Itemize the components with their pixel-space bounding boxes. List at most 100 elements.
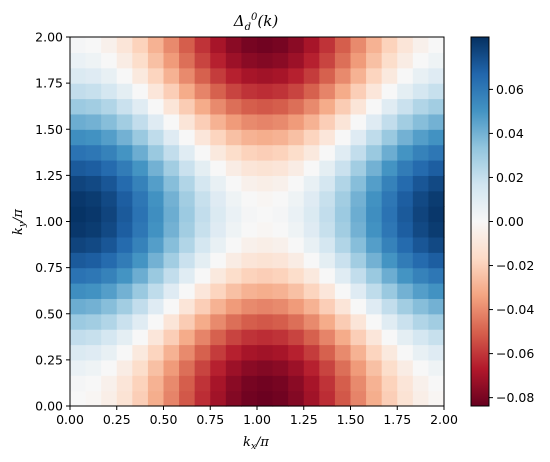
heatmap-cell — [194, 129, 211, 146]
heatmap-cell — [225, 344, 243, 361]
heatmap-cell — [194, 329, 211, 346]
heatmap-cell — [163, 113, 180, 130]
heatmap-cell — [272, 160, 289, 176]
heatmap-cell — [132, 129, 149, 146]
heatmap-cell — [397, 313, 414, 330]
heatmap-cell — [70, 236, 87, 253]
heatmap-cell — [397, 67, 414, 84]
heatmap-cell — [147, 359, 165, 376]
heatmap-cell — [257, 298, 274, 315]
heatmap-cell — [397, 190, 414, 207]
heatmap-cell — [366, 144, 383, 161]
heatmap-cell — [257, 359, 274, 376]
heatmap-cell — [163, 175, 180, 192]
heatmap-cell — [303, 52, 320, 69]
heatmap-cell — [303, 236, 320, 253]
heatmap-cell — [288, 359, 305, 376]
heatmap-cell — [116, 129, 133, 146]
heatmap-cell — [163, 375, 180, 392]
heatmap-cell — [85, 206, 102, 223]
heatmap-cell — [412, 221, 430, 238]
heatmap-cell — [101, 390, 118, 407]
x-tick-label: 2.00 — [430, 412, 458, 427]
heatmap-cell — [272, 313, 289, 330]
heatmap-cell — [428, 359, 445, 376]
heatmap-cell — [334, 98, 352, 115]
heatmap-cell — [210, 190, 227, 207]
heatmap-cell — [85, 329, 102, 346]
heatmap-cell — [163, 67, 180, 84]
heatmap-cell — [303, 37, 320, 53]
heatmap-cell — [163, 283, 180, 299]
heatmap-cell — [334, 359, 352, 376]
heatmap-cell — [116, 67, 133, 84]
heatmap-cell — [85, 221, 102, 238]
heatmap-cell — [241, 313, 258, 330]
heatmap-cell — [241, 359, 258, 376]
heatmap-cell — [257, 236, 274, 253]
heatmap-cell — [85, 67, 102, 84]
heatmap-cell — [381, 267, 398, 284]
heatmap-cell — [101, 98, 118, 115]
heatmap-cell — [101, 175, 118, 192]
heatmap-cell — [163, 344, 180, 361]
heatmap-cell — [225, 283, 243, 299]
heatmap-cell — [319, 160, 336, 176]
heatmap-cell — [257, 83, 274, 100]
heatmap-cell — [334, 252, 352, 269]
heatmap-cell — [132, 67, 149, 84]
heatmap-cell — [303, 252, 320, 269]
heatmap-cell — [366, 160, 383, 176]
heatmap-cell — [257, 344, 274, 361]
heatmap-cell — [147, 83, 165, 100]
heatmap-cell — [241, 206, 258, 223]
heatmap-cell — [381, 221, 398, 238]
heatmap-cell — [272, 267, 289, 284]
heatmap-cell — [350, 113, 367, 130]
heatmap-cell — [381, 129, 398, 146]
heatmap-cell — [381, 83, 398, 100]
heatmap-cell — [272, 329, 289, 346]
heatmap-cell — [194, 175, 211, 192]
heatmap-cell — [303, 390, 320, 407]
heatmap-cell — [85, 83, 102, 100]
heatmap-cell — [116, 236, 133, 253]
heatmap-cell — [194, 52, 211, 69]
heatmap-cell — [288, 83, 305, 100]
heatmap-cell — [101, 221, 118, 238]
heatmap-cell — [350, 175, 367, 192]
heatmap-cell — [303, 359, 320, 376]
y-tick-label: 1.00 — [35, 214, 63, 229]
heatmap-cell — [350, 37, 367, 53]
heatmap-cell — [179, 144, 196, 161]
heatmap-cell — [319, 344, 336, 361]
heatmap-cell — [257, 52, 274, 69]
heatmap-cell — [257, 144, 274, 161]
heatmap-cell — [303, 98, 320, 115]
heatmap-cell — [257, 283, 274, 299]
heatmap-cell — [70, 252, 87, 269]
heatmap-cell — [366, 98, 383, 115]
heatmap-cell — [288, 98, 305, 115]
heatmap-cell — [225, 375, 243, 392]
heatmap-cell — [428, 390, 445, 407]
heatmap-cell — [116, 283, 133, 299]
heatmap-cell — [303, 206, 320, 223]
heatmap-cell — [350, 221, 367, 238]
heatmap-cell — [257, 129, 274, 146]
heatmap-cell — [366, 344, 383, 361]
heatmap-cell — [334, 375, 352, 392]
heatmap-cell — [257, 221, 274, 238]
heatmap-cell — [288, 37, 305, 53]
heatmap-cell — [132, 344, 149, 361]
heatmap-cell — [350, 283, 367, 299]
heatmap-cell — [101, 190, 118, 207]
x-tick-label: 0.75 — [196, 412, 224, 427]
heatmap-cell — [179, 329, 196, 346]
heatmap-cell — [381, 344, 398, 361]
x-axis: 0.00 0.25 0.50 0.75 1.00 1.25 1.50 1.75 2.00 — [56, 406, 458, 427]
heatmap-cell — [272, 252, 289, 269]
heatmap-cell — [272, 236, 289, 253]
heatmap-cell — [147, 267, 165, 284]
heatmap-cell — [132, 221, 149, 238]
